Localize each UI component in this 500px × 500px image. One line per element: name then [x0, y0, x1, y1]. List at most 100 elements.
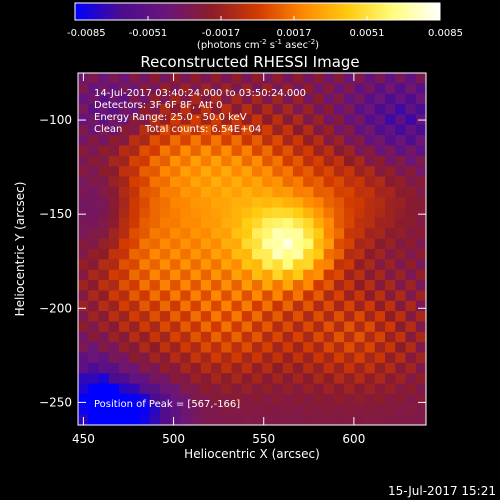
heatmap-cell	[385, 383, 396, 395]
heatmap-cell	[159, 331, 171, 343]
heatmap-cell	[333, 104, 345, 116]
heatmap-cell	[333, 300, 345, 312]
heatmap-cell	[78, 373, 89, 385]
heatmap-cell	[241, 352, 253, 364]
heatmap-cell	[292, 135, 304, 147]
heatmap-cell	[108, 393, 120, 405]
heatmap-cell	[241, 197, 253, 209]
heatmap-cell	[129, 290, 141, 302]
heatmap-cell	[344, 383, 355, 395]
heatmap-cell	[374, 135, 386, 147]
heatmap-cell	[170, 290, 181, 302]
heatmap-cell	[221, 73, 233, 84]
heatmap-cell	[149, 342, 161, 354]
heatmap-cell	[282, 393, 294, 405]
heatmap-cell	[395, 186, 407, 198]
heatmap-cell	[344, 197, 355, 209]
heatmap-cell	[98, 228, 110, 240]
heatmap-cell	[282, 73, 294, 84]
heatmap-cell	[272, 300, 284, 312]
heatmap-cell	[395, 83, 407, 95]
heatmap-cell	[395, 145, 407, 157]
heatmap-cell	[88, 259, 100, 271]
heatmap-cell	[139, 249, 151, 260]
annotation-total-counts: Total counts: 6.54E+04	[144, 124, 261, 135]
heatmap-cell	[98, 393, 110, 405]
heatmap-cell	[149, 362, 161, 374]
heatmap-cell	[415, 362, 427, 374]
heatmap-cell	[252, 83, 263, 95]
heatmap-cell	[282, 155, 294, 167]
heatmap-cell	[303, 73, 315, 84]
heatmap-cell	[211, 331, 222, 343]
heatmap-cell	[282, 259, 294, 271]
heatmap-cell	[262, 114, 274, 126]
heatmap-cell	[323, 383, 335, 395]
heatmap-cell	[354, 124, 366, 136]
heatmap-cell	[415, 176, 427, 188]
heatmap-cell	[129, 352, 141, 364]
annotation-time-range: 14-Jul-2017 03:40:24.000 to 03:50:24.000	[94, 88, 306, 99]
heatmap-cell	[200, 135, 212, 147]
heatmap-cell	[292, 300, 304, 312]
heatmap-cell	[118, 93, 130, 105]
heatmap-cell	[231, 73, 243, 84]
heatmap-cell	[344, 217, 355, 229]
heatmap-cell	[190, 166, 202, 178]
heatmap-cell	[282, 135, 294, 147]
heatmap-cell	[118, 280, 130, 292]
heatmap-cell	[364, 93, 376, 105]
heatmap-cell	[221, 228, 233, 240]
heatmap-cell	[88, 383, 100, 395]
heatmap-cell	[252, 93, 263, 105]
heatmap-cell	[405, 393, 417, 405]
heatmap-cell	[118, 145, 130, 157]
heatmap-cell	[395, 331, 407, 343]
heatmap-cell	[282, 145, 294, 157]
heatmap-cell	[78, 217, 89, 229]
heatmap-cell	[149, 217, 161, 229]
heatmap-cell	[159, 176, 171, 188]
heatmap-cell	[344, 186, 355, 198]
heatmap-cell	[354, 383, 366, 395]
heatmap-cell	[385, 249, 396, 260]
heatmap-cell	[221, 135, 233, 147]
heatmap-cell	[200, 217, 212, 229]
heatmap-cell	[200, 290, 212, 302]
heatmap-cell	[354, 342, 366, 354]
heatmap-cell	[313, 104, 325, 116]
heatmap-cell	[323, 124, 335, 136]
heatmap-cell	[272, 321, 284, 333]
heatmap-cell	[395, 135, 407, 147]
heatmap-cell	[415, 311, 427, 323]
heatmap-cell	[98, 238, 110, 250]
heatmap-cell	[374, 238, 386, 250]
heatmap-cell	[344, 321, 355, 333]
heatmap-cell	[385, 238, 396, 250]
heatmap-cell	[231, 259, 243, 271]
heatmap-cell	[108, 83, 120, 95]
heatmap-cell	[313, 124, 325, 136]
heatmap-cell	[190, 83, 202, 95]
heatmap-cell	[221, 311, 233, 323]
heatmap-cell	[108, 414, 120, 426]
heatmap-cell	[231, 269, 243, 281]
heatmap-cell	[405, 186, 417, 198]
heatmap-cell	[129, 259, 141, 271]
heatmap-cell	[118, 83, 130, 95]
heatmap-cell	[262, 124, 274, 136]
heatmap-cell	[282, 228, 294, 240]
heatmap-cell	[354, 83, 366, 95]
heatmap-cell	[262, 249, 274, 260]
heatmap-cell	[129, 249, 141, 260]
heatmap-cell	[211, 373, 222, 385]
heatmap-cell	[344, 414, 355, 426]
heatmap-cell	[333, 135, 345, 147]
heatmap-cell	[190, 300, 202, 312]
heatmap-cell	[282, 93, 294, 105]
heatmap-cell	[385, 124, 396, 136]
heatmap-cell	[211, 124, 222, 136]
heatmap-cell	[282, 249, 294, 260]
heatmap-cell	[262, 300, 274, 312]
heatmap-cell	[385, 166, 396, 178]
